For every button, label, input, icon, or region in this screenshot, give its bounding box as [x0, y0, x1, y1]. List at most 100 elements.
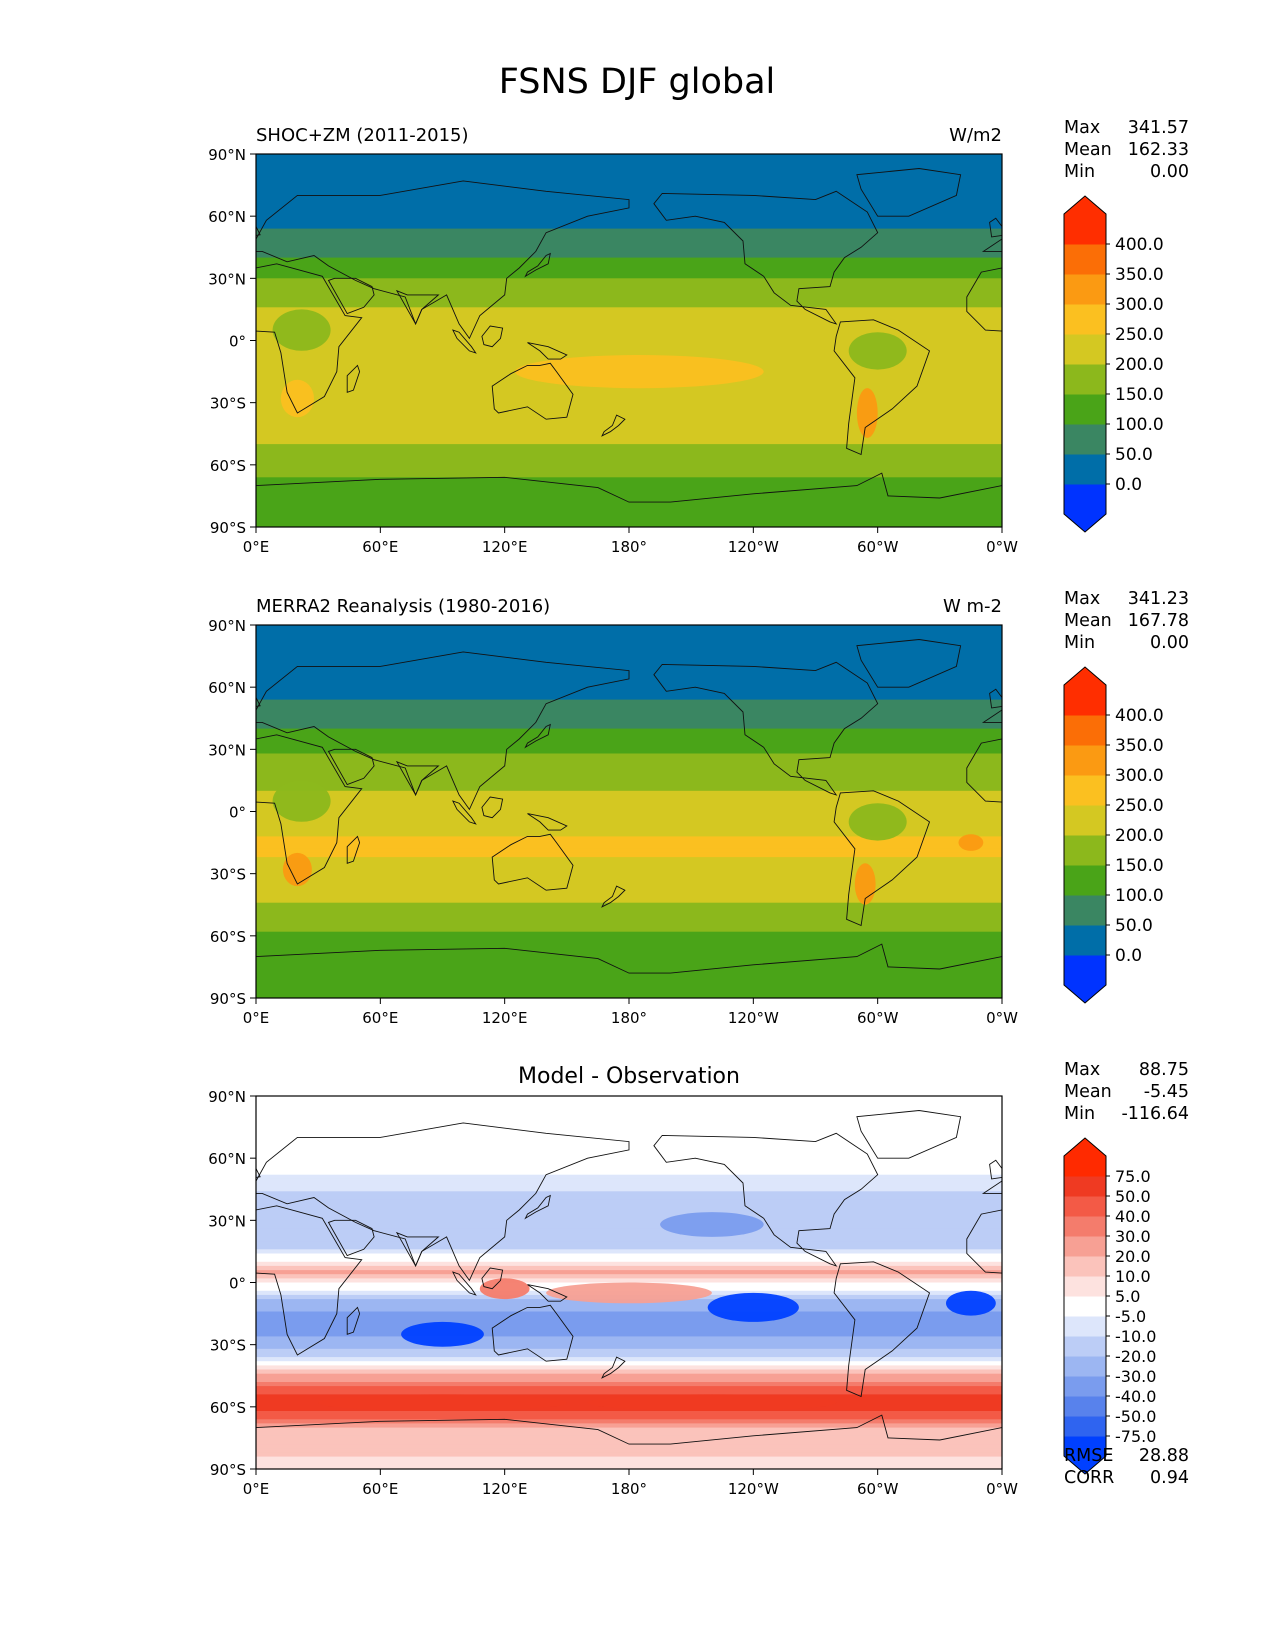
band-lat--33 — [256, 1348, 1002, 1354]
band-lat-87 — [256, 1100, 1002, 1105]
band-lat--71 — [256, 956, 1002, 962]
stat-mean-label: Mean — [1064, 140, 1112, 160]
band-lat-57 — [256, 220, 1002, 226]
band-lat-33 — [256, 741, 1002, 746]
band-lat--73 — [256, 1431, 1002, 1437]
band-lat-75 — [256, 654, 1002, 659]
band-lat-75 — [256, 1125, 1002, 1130]
band-lat-69 — [256, 195, 1002, 201]
panel-1: SHOC+ZM (2011-2015) W/m2 90°N 60°N 30°N 0° 3… — [208, 125, 1018, 556]
colorbar-segment — [1064, 1396, 1106, 1417]
band-lat-27 — [256, 282, 1002, 288]
feature-southern-ocean-a — [318, 1394, 567, 1411]
coastline-antarctica — [256, 1414, 1002, 1469]
band-lat-41 — [256, 724, 1002, 730]
coastline-india — [395, 760, 440, 796]
band-lat--21 — [256, 852, 1002, 858]
colorbar-tick-label: 100.0 — [1115, 886, 1164, 906]
band-lat--29 — [256, 869, 1002, 875]
band-lat-3 — [256, 803, 1002, 808]
band-lat--67 — [256, 948, 1002, 954]
band-lat-19 — [256, 770, 1002, 775]
colorbar-tick-label: 150.0 — [1115, 856, 1164, 876]
feature-amazon — [848, 803, 907, 841]
band-lat-23 — [256, 761, 1002, 767]
band-lat-79 — [256, 174, 1002, 180]
band-lat--65 — [256, 1415, 1002, 1420]
lon-tick-label: 60°E — [362, 1480, 398, 1498]
band-lat--23 — [256, 386, 1002, 391]
band-lat-61 — [256, 683, 1002, 688]
band-lat-3 — [256, 332, 1002, 337]
band-lat--13 — [256, 836, 1002, 842]
band-lat-43 — [256, 1191, 1002, 1197]
panel-3-colorbar: 75.050.040.030.020.010.05.0-5.0-10.0-20.… — [1063, 1137, 1156, 1475]
band-lat--17 — [256, 1315, 1002, 1321]
band-lat-79 — [256, 645, 1002, 651]
coastline-sumatra — [452, 1271, 477, 1296]
band-lat-57 — [256, 1162, 1002, 1168]
band-lat--27 — [256, 394, 1002, 400]
feature-maritime-continent — [479, 1278, 530, 1300]
colorbar-tick-label: 0.0 — [1115, 475, 1142, 495]
lon-tick-label: 0°E — [243, 1480, 270, 1498]
coastline-madagascar — [346, 1306, 361, 1335]
colorbar-tick-label: -5.0 — [1115, 1307, 1146, 1326]
band-lat-21 — [256, 1236, 1002, 1242]
colorbar-outline — [1063, 666, 1107, 1004]
band-lat--19 — [256, 848, 1002, 854]
band-lat--39 — [256, 1361, 1002, 1366]
colorbar-tick-label: 250.0 — [1115, 325, 1164, 345]
colorbar-segment — [1064, 1436, 1106, 1457]
colorbar-segment — [1064, 1356, 1106, 1377]
colorbar-tick-label: 400.0 — [1115, 235, 1164, 255]
band-lat-77 — [256, 1120, 1002, 1126]
band-lat--69 — [256, 481, 1002, 487]
stat-min-value: -116.64 — [1121, 1104, 1189, 1124]
band-lat--67 — [256, 477, 1002, 483]
band-lat--87 — [256, 1460, 1002, 1466]
band-lat-69 — [256, 1137, 1002, 1143]
band-lat--39 — [256, 419, 1002, 424]
lon-tick-label: 180° — [611, 1009, 647, 1027]
colorbar-tick-label: 10.0 — [1115, 1267, 1151, 1286]
coastline-south-america — [833, 319, 931, 456]
coastline-india — [395, 1231, 440, 1267]
band-lat-71 — [256, 191, 1002, 197]
coastline-arabia — [327, 748, 375, 786]
band-lat-73 — [256, 187, 1002, 192]
band-lat--87 — [256, 989, 1002, 995]
band-lat-51 — [256, 1174, 1002, 1180]
figure-title: FSNS DJF global — [499, 62, 776, 102]
coastline-uk — [989, 1159, 1002, 1180]
band-lat--3 — [256, 815, 1002, 821]
lon-tick-label: 0°E — [243, 1009, 270, 1027]
coastline-antarctica — [256, 943, 1002, 998]
coastline-south-america — [833, 790, 931, 927]
colorbar-tick-label: 40.0 — [1115, 1207, 1151, 1226]
colorbar-extend-max — [1064, 667, 1106, 685]
feature-indian-ocean-bias — [401, 1321, 484, 1347]
band-lat--77 — [256, 969, 1002, 974]
band-lat-37 — [256, 261, 1002, 267]
coastline-north-america — [653, 190, 879, 325]
band-lat--61 — [256, 464, 1002, 470]
feature-north-pacific — [660, 1212, 764, 1237]
band-lat--15 — [256, 1311, 1002, 1317]
colorbar-segment — [1064, 484, 1106, 515]
band-lat-23 — [256, 290, 1002, 296]
feature-south-pacific — [515, 355, 764, 389]
coastline-new-guinea — [527, 342, 568, 360]
coastline-arabia — [327, 277, 375, 315]
band-lat--71 — [256, 1427, 1002, 1433]
coastline-uk-wrap — [256, 1167, 261, 1178]
band-lat-81 — [256, 170, 1002, 176]
band-lat-41 — [256, 253, 1002, 259]
stat-min-label: Min — [1064, 1104, 1096, 1124]
band-lat-35 — [256, 736, 1002, 742]
colorbar-tick-label: 20.0 — [1115, 1247, 1151, 1266]
band-lat--89 — [256, 993, 1002, 998]
band-lat-43 — [256, 720, 1002, 726]
colorbar-tick-label: 300.0 — [1115, 295, 1164, 315]
lat-tick-label: 90°S — [210, 990, 246, 1008]
